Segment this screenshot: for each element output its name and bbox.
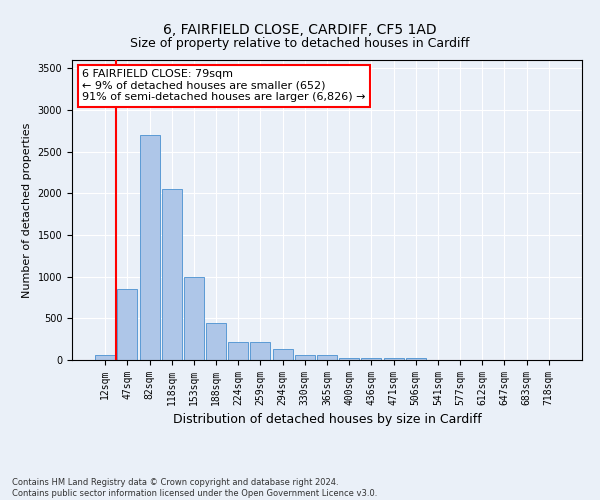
Text: Size of property relative to detached houses in Cardiff: Size of property relative to detached ho… — [130, 38, 470, 51]
Text: 6 FAIRFIELD CLOSE: 79sqm
← 9% of detached houses are smaller (652)
91% of semi-d: 6 FAIRFIELD CLOSE: 79sqm ← 9% of detache… — [82, 69, 366, 102]
Bar — [184, 276, 204, 360]
Bar — [250, 342, 271, 360]
Bar — [118, 289, 137, 360]
Bar — [162, 189, 182, 360]
Bar — [295, 354, 315, 360]
Text: Contains HM Land Registry data © Crown copyright and database right 2024.
Contai: Contains HM Land Registry data © Crown c… — [12, 478, 377, 498]
Bar — [406, 358, 426, 360]
Bar — [228, 342, 248, 360]
Bar — [383, 358, 404, 360]
Y-axis label: Number of detached properties: Number of detached properties — [22, 122, 32, 298]
Bar — [339, 358, 359, 360]
Bar — [361, 358, 382, 360]
Bar — [206, 322, 226, 360]
Bar — [95, 356, 115, 360]
Bar — [317, 356, 337, 360]
X-axis label: Distribution of detached houses by size in Cardiff: Distribution of detached houses by size … — [173, 414, 481, 426]
Bar — [140, 135, 160, 360]
Text: 6, FAIRFIELD CLOSE, CARDIFF, CF5 1AD: 6, FAIRFIELD CLOSE, CARDIFF, CF5 1AD — [163, 22, 437, 36]
Bar — [272, 349, 293, 360]
